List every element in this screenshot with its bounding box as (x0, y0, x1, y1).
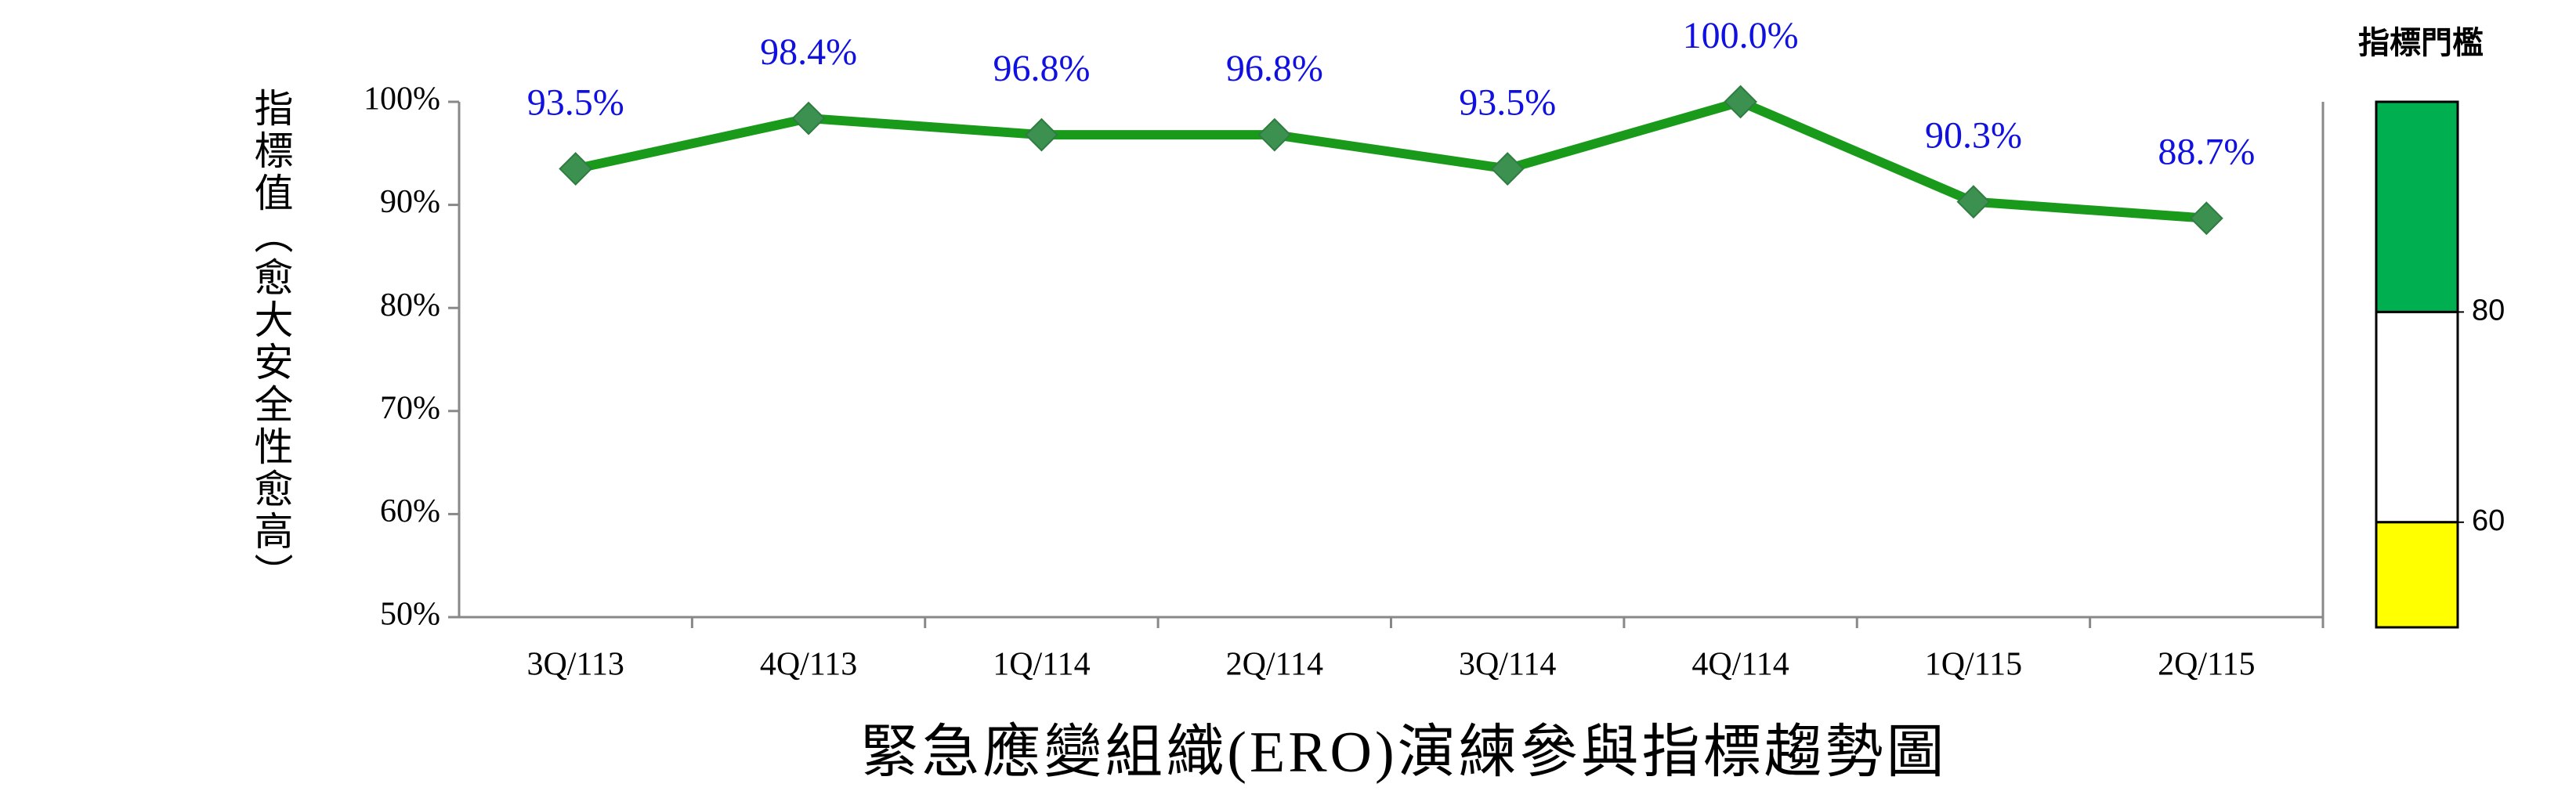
marker (1724, 85, 1757, 119)
marker (791, 101, 826, 135)
marker (2189, 201, 2223, 236)
y-axis-label: 指標值（愈大安全性愈高） (249, 88, 293, 595)
value-label: 93.5% (527, 82, 624, 124)
line (574, 97, 2207, 223)
threshold-tick-label: 80 (2472, 294, 2505, 327)
value-label: 88.7% (2158, 132, 2255, 173)
x-tick-label: 3Q/114 (1459, 647, 1556, 683)
x-tick-label: 1Q/115 (1925, 647, 2022, 683)
threshold-zone (2375, 521, 2459, 629)
value-label: 90.3% (1925, 115, 2022, 157)
y-tick-label: 80% (380, 287, 440, 323)
x-tick-label: 1Q/114 (993, 647, 1090, 683)
value-label: 96.8% (993, 48, 1090, 89)
value-label: 100.0% (1683, 15, 1799, 56)
threshold-title: 指標門檻 (2358, 25, 2484, 61)
threshold-zone (2375, 100, 2459, 313)
marker (559, 152, 593, 186)
threshold-zone (2375, 310, 2459, 524)
x-tick-label: 4Q/114 (1691, 647, 1789, 683)
x-tick-label: 4Q/113 (760, 647, 857, 683)
y-tick-label: 50% (380, 597, 440, 633)
chart-title: 緊急應變組織(ERO)演練參與指標趨勢圖 (860, 721, 1947, 785)
y-tick-label: 70% (380, 390, 440, 426)
y-tick-label: 100% (364, 81, 440, 117)
value-label: 96.8% (1226, 48, 1323, 89)
value-label: 98.4% (760, 31, 857, 73)
marker (1257, 117, 1292, 152)
x-tick-label: 2Q/115 (2158, 647, 2255, 683)
value-label: 93.5% (1459, 82, 1556, 124)
x-tick-label: 2Q/114 (1226, 647, 1323, 683)
y-tick-label: 60% (380, 493, 440, 529)
marker (1490, 152, 1525, 186)
y-tick-label: 90% (380, 184, 440, 220)
x-tick-label: 3Q/113 (526, 647, 624, 683)
marker (1956, 185, 1991, 219)
threshold-tick-label: 60 (2472, 504, 2505, 537)
marker (1025, 117, 1058, 152)
